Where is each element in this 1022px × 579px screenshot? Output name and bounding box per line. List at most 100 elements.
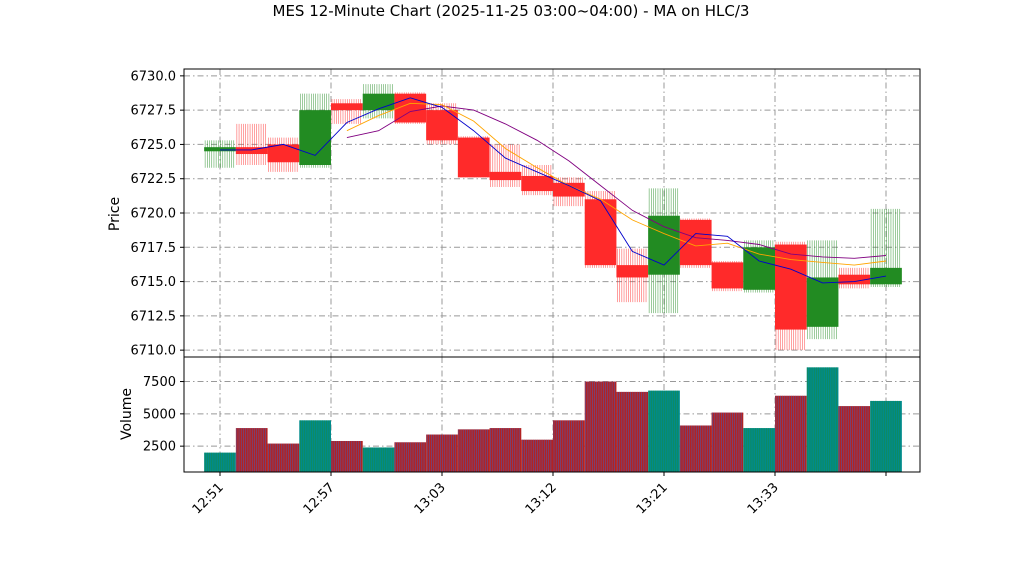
volume-bar — [267, 443, 300, 472]
time-axis: 12:51 12:57 13:03 13:12 13:21 13:33 — [190, 472, 887, 517]
volume-bar-fill — [426, 434, 458, 472]
volume-bar — [331, 440, 363, 472]
candle-body — [616, 265, 649, 278]
candle-up — [299, 93, 331, 168]
volume-bar-fill — [394, 442, 427, 472]
price-axis-label: Price — [107, 197, 123, 231]
volume-bar-fill — [235, 428, 268, 472]
price-axis: 6710.0 6712.5 6715.0 6717.5 6720.0 6722.5 6725… — [131, 69, 184, 359]
candle-down — [616, 248, 649, 303]
volume-bar — [584, 381, 617, 472]
price-tick-label: 6717.5 — [131, 241, 177, 256]
price-tick-label: 6710.0 — [131, 344, 177, 359]
candle-down — [521, 165, 553, 196]
volume-bar — [362, 447, 395, 472]
volume-bar — [648, 390, 680, 472]
candle-down — [679, 218, 712, 268]
volume-axis-label: Volume — [119, 388, 135, 440]
volume-bar-fill — [584, 381, 617, 472]
candle-down — [489, 144, 522, 187]
volume-bar-fill — [679, 425, 712, 472]
candle-up — [806, 240, 839, 340]
volume-bar — [204, 452, 236, 472]
time-tick-label: 13:21 — [634, 480, 671, 517]
volume-bar — [870, 400, 902, 472]
volume-bar-fill — [267, 443, 300, 472]
candle-body — [648, 215, 680, 275]
price-tick-label: 6722.5 — [131, 172, 177, 187]
volume-bar-fill — [806, 367, 839, 472]
volume-bar-fill — [870, 400, 902, 472]
volume-bar-fill — [743, 428, 775, 472]
price-tick-label: 6725.0 — [131, 138, 177, 153]
volume-bar-fill — [331, 440, 363, 472]
candle-down — [584, 191, 617, 268]
volume-bar — [775, 395, 807, 472]
candle-body — [775, 244, 807, 330]
volume-bar — [679, 425, 712, 472]
price-tick-label: 6720.0 — [131, 207, 177, 222]
price-tick-label: 6715.0 — [131, 275, 177, 290]
volume-bar — [521, 439, 553, 472]
candle-body — [521, 175, 553, 192]
candle-body — [299, 110, 331, 165]
candle-down — [457, 136, 490, 178]
volume-bar-fill — [457, 429, 490, 472]
volume-tick-label: 7500 — [143, 375, 176, 390]
volume-bar — [711, 412, 744, 472]
volume-bar-fill — [711, 412, 744, 472]
volume-bar — [616, 391, 649, 472]
volume-bar — [489, 428, 522, 472]
candle-down — [331, 99, 363, 124]
price-tick-label: 6730.0 — [131, 69, 177, 84]
candle-down — [267, 137, 300, 172]
candle-body — [679, 219, 712, 266]
volume-bar — [394, 442, 427, 472]
volume-bar — [553, 420, 585, 472]
candle-body — [204, 147, 236, 152]
ma-slow-line — [346, 105, 887, 259]
candle-down — [235, 123, 268, 165]
candle-up — [204, 140, 236, 168]
volume-axis: 2500 5000 7500 — [143, 375, 184, 455]
time-tick-label: 12:57 — [301, 480, 338, 517]
volume-bar — [806, 367, 839, 472]
candle-down — [838, 267, 871, 289]
time-tick-label: 13:12 — [523, 480, 560, 517]
candle-body — [235, 147, 268, 155]
volume-bars — [204, 367, 902, 472]
volume-bar — [743, 428, 775, 472]
volume-tick-label: 5000 — [143, 407, 176, 422]
candle-body — [838, 274, 871, 285]
candle-body — [870, 267, 902, 285]
volume-bar — [838, 406, 871, 472]
candle-body — [426, 110, 458, 141]
candle-body — [584, 199, 617, 266]
volume-bar-fill — [553, 420, 585, 472]
candle-up — [870, 208, 902, 288]
candle-down — [426, 103, 458, 145]
volume-bar-fill — [362, 447, 395, 472]
price-tick-label: 6727.5 — [131, 104, 177, 119]
candle-down — [711, 261, 744, 292]
candle-body — [489, 171, 522, 181]
time-tick-label: 13:03 — [412, 480, 449, 517]
time-tick-label: 13:33 — [745, 480, 782, 517]
moving-averages — [220, 97, 887, 284]
volume-panel-frame — [183, 356, 921, 473]
ma-fast-line — [220, 97, 887, 284]
candle-down — [775, 241, 807, 351]
time-tick-label: 12:51 — [190, 480, 227, 517]
volume-bar — [426, 434, 458, 472]
volume-tick-label: 2500 — [143, 440, 176, 455]
candle-body — [711, 262, 744, 289]
chart-title: MES 12-Minute Chart (2025-11-25 03:00~04… — [273, 2, 750, 20]
volume-bar — [457, 429, 490, 472]
candle-body — [331, 103, 363, 111]
candle-down — [553, 177, 585, 207]
volume-bar-fill — [775, 395, 807, 472]
price-tick-label: 6712.5 — [131, 309, 177, 324]
volume-bar-fill — [299, 420, 331, 472]
